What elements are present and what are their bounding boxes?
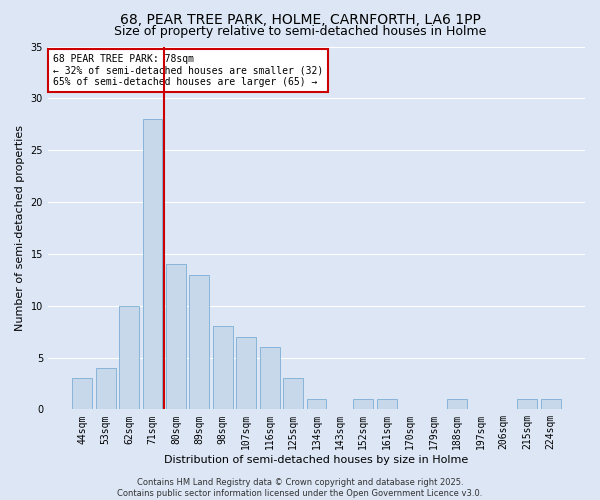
Bar [260,347,280,410]
X-axis label: Distribution of semi-detached houses by size in Holme: Distribution of semi-detached houses by … [164,455,469,465]
Y-axis label: Number of semi-detached properties: Number of semi-detached properties [15,125,25,331]
Text: Size of property relative to semi-detached houses in Holme: Size of property relative to semi-detach… [114,25,486,38]
Bar [447,399,467,409]
Bar [73,378,92,410]
Bar [166,264,186,410]
Bar [541,399,560,409]
Text: 68 PEAR TREE PARK: 78sqm
← 32% of semi-detached houses are smaller (32)
65% of s: 68 PEAR TREE PARK: 78sqm ← 32% of semi-d… [53,54,323,87]
Bar [377,399,397,409]
Bar [307,399,326,409]
Bar [213,326,233,409]
Bar [96,368,116,410]
Bar [190,274,209,409]
Text: 68, PEAR TREE PARK, HOLME, CARNFORTH, LA6 1PP: 68, PEAR TREE PARK, HOLME, CARNFORTH, LA… [119,12,481,26]
Text: Contains HM Land Registry data © Crown copyright and database right 2025.
Contai: Contains HM Land Registry data © Crown c… [118,478,482,498]
Bar [283,378,303,410]
Bar [143,119,163,410]
Bar [236,337,256,409]
Bar [517,399,537,409]
Bar [353,399,373,409]
Bar [119,306,139,410]
